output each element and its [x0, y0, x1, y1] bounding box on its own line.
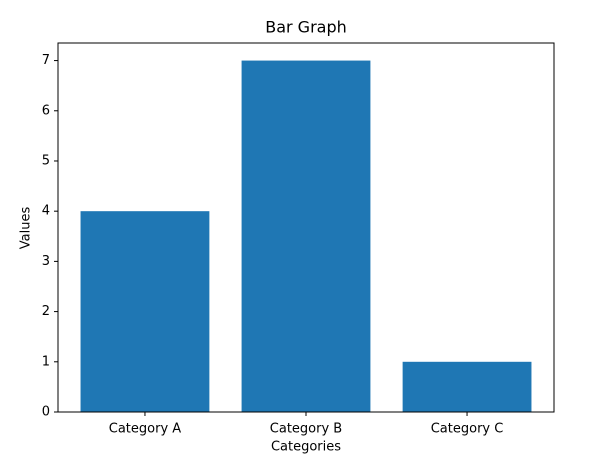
bar	[241, 60, 371, 412]
y-tick-label: 5	[42, 153, 50, 168]
y-tick-label: 4	[42, 204, 50, 219]
x-axis-label: Categories	[271, 440, 341, 455]
y-tick-label: 0	[42, 405, 50, 420]
y-tick-label: 3	[42, 254, 50, 269]
y-tick-label: 6	[42, 103, 50, 118]
plot-frame	[57, 42, 555, 413]
y-tick-label: 2	[42, 304, 50, 319]
x-tick-label: Category B	[270, 422, 342, 437]
y-tick-label: 7	[42, 53, 50, 68]
y-tick-label: 1	[42, 354, 50, 369]
chart-title: Bar Graph	[265, 18, 347, 37]
x-tick-label: Category C	[431, 422, 504, 437]
x-tick-label: Category A	[109, 422, 182, 437]
bar	[402, 361, 532, 412]
bar	[80, 211, 210, 412]
y-axis-label: Values	[19, 207, 34, 250]
